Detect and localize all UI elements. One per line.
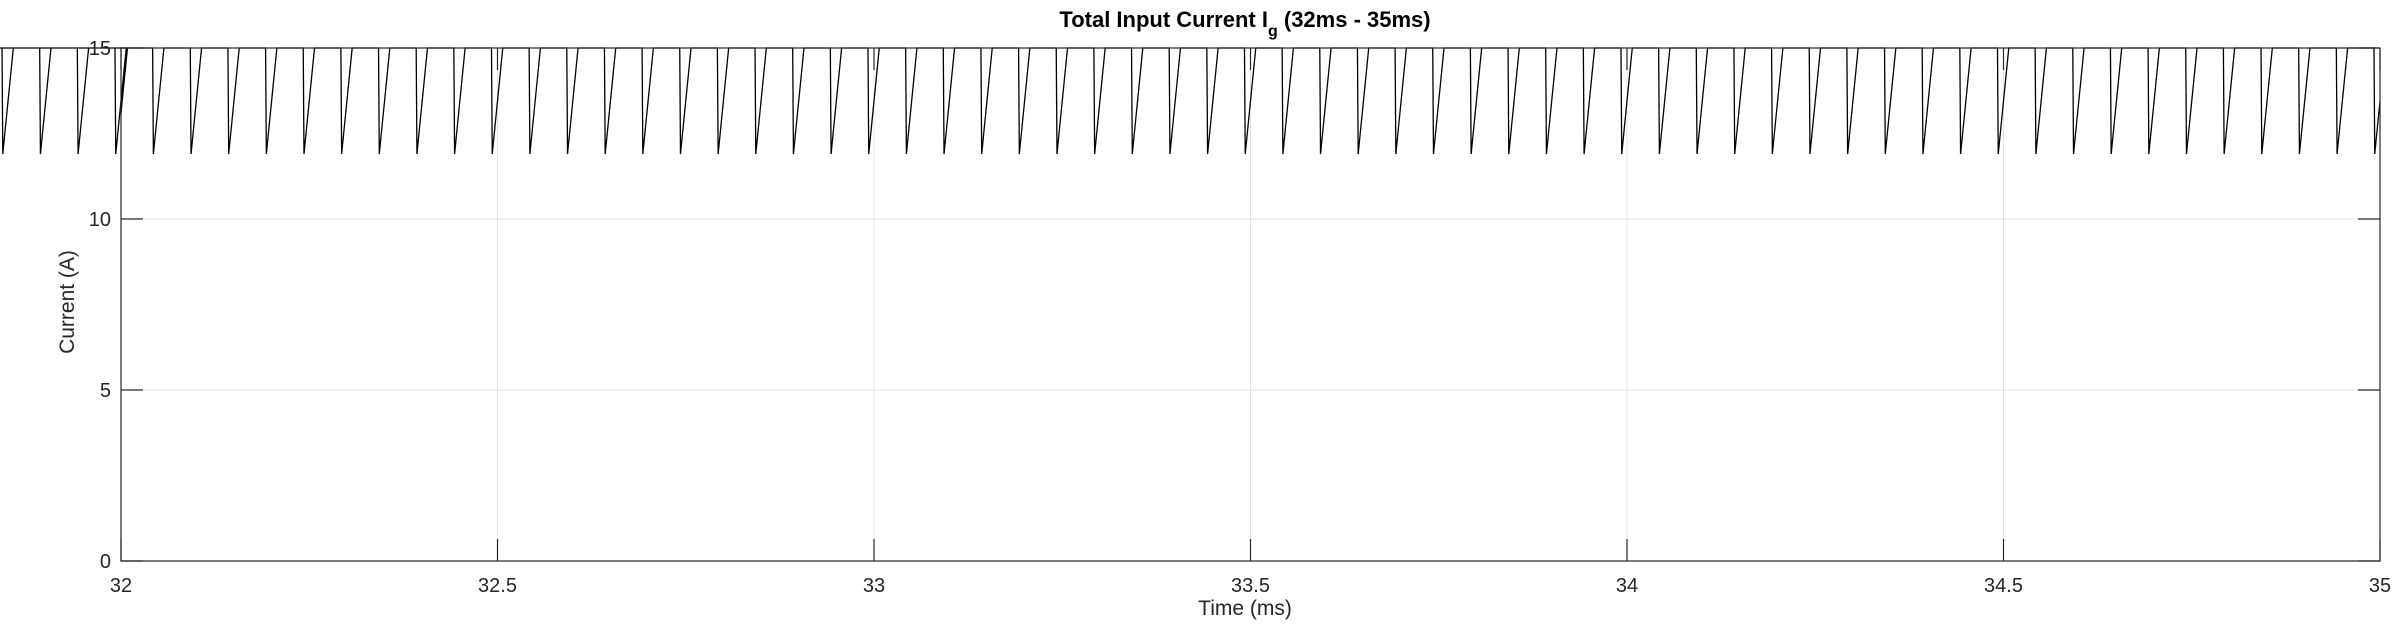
x-tick-label: 33.5 [1231, 575, 1270, 597]
y-axis-label: Current (A) [56, 250, 79, 354]
x-tick-label: 34.5 [1984, 575, 2023, 597]
grid [121, 48, 2380, 561]
chart-title: Total Input Current Ig (32ms - 35ms) [1059, 7, 1430, 40]
x-tick-label: 35 [2369, 575, 2391, 597]
x-tick-label: 32.5 [478, 575, 517, 597]
y-tick-label: 0 [100, 551, 111, 573]
chart-title-subscript: g [1268, 23, 1278, 40]
chart-title-main: Total Input Current I [1059, 7, 1268, 32]
x-axis-label: Time (ms) [1198, 597, 1292, 620]
x-tick-label: 32 [110, 575, 132, 597]
series-line [0, 47, 2381, 155]
series-layer [0, 47, 2381, 155]
chart-title-suffix: (32ms - 35ms) [1278, 7, 1431, 32]
tick-labels: 32 32.5 33 33.5 34 34.5 35 0 5 10 15 [89, 38, 2391, 597]
y-tick-label: 5 [100, 380, 111, 402]
x-tick-label: 34 [1616, 575, 1638, 597]
y-tick-label: 15 [89, 38, 111, 60]
axes [120, 47, 2381, 562]
x-tick-label: 33 [863, 575, 885, 597]
y-tick-label: 10 [89, 209, 111, 231]
